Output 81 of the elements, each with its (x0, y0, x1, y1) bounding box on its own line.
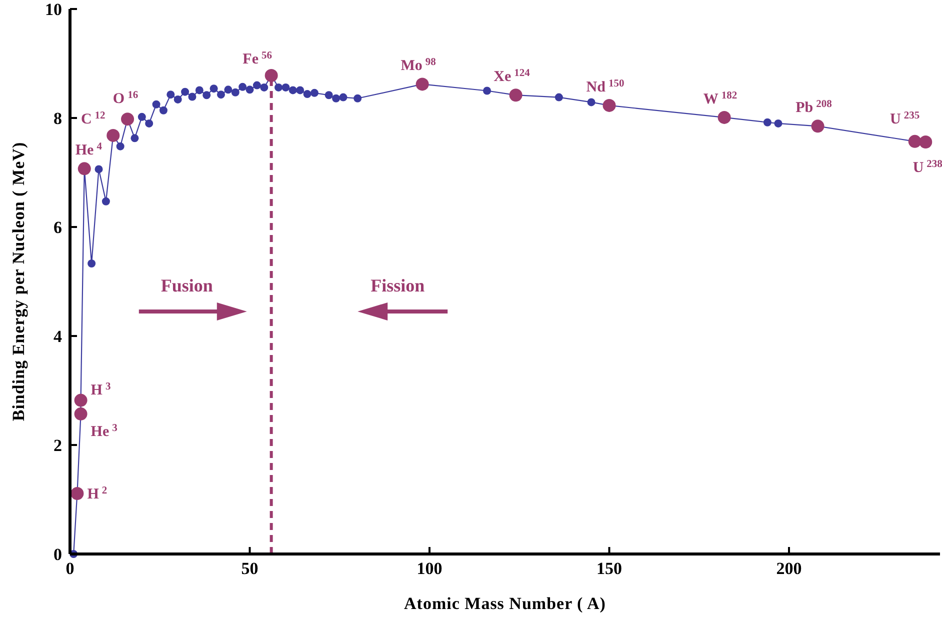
annotation: He$^{3}$ (90, 422, 118, 440)
point (282, 83, 290, 92)
point (718, 110, 731, 124)
x-tick-label: 50 (241, 559, 258, 578)
annotation: O$^{16}$ (112, 90, 138, 108)
x-tick-label: 200 (776, 559, 802, 578)
x-tick-label: 0 (66, 559, 74, 578)
annotation: Xe$^{124}$ (494, 68, 531, 86)
annotation: Nd$^{150}$ (586, 78, 624, 96)
point (310, 88, 318, 97)
annotation: He$^{4}$ (75, 141, 103, 159)
x-tick-label: 150 (596, 559, 622, 578)
annotation: Fe$^{56}$ (242, 50, 272, 68)
point (70, 487, 84, 500)
point (138, 112, 146, 121)
point (231, 88, 240, 96)
point (106, 128, 120, 142)
annotation: Fusion (160, 275, 213, 296)
y-tick-label: 6 (54, 218, 62, 237)
point (210, 84, 218, 93)
point (908, 134, 922, 148)
point (94, 165, 103, 174)
point (303, 90, 312, 98)
point (763, 118, 772, 126)
point (811, 120, 824, 133)
point (224, 86, 232, 94)
annotation: Pb$^{208}$ (796, 98, 832, 116)
point (202, 91, 211, 100)
point (174, 95, 182, 104)
y-tick-label: 2 (54, 436, 62, 455)
point (587, 98, 596, 106)
point (288, 86, 297, 94)
point (121, 112, 134, 126)
point (216, 90, 225, 99)
point (339, 93, 348, 102)
point (354, 94, 362, 102)
y-tick-label: 0 (54, 545, 62, 564)
point (602, 98, 616, 112)
point (332, 94, 340, 102)
y-tick-label: 10 (45, 0, 62, 19)
annotation: Mo$^{98}$ (400, 56, 436, 74)
point (166, 90, 175, 99)
point (252, 81, 261, 90)
point (919, 135, 932, 148)
point (188, 92, 196, 101)
annotation: H$^{2}$ (87, 485, 108, 503)
point (74, 394, 88, 407)
point (483, 86, 492, 95)
point (159, 106, 168, 114)
point (102, 197, 110, 206)
annotation: Fission (370, 275, 425, 296)
point (509, 88, 522, 102)
point (78, 162, 91, 176)
y-tick-label: 8 (54, 109, 62, 128)
point (145, 119, 154, 128)
point (264, 68, 278, 82)
point (274, 83, 283, 92)
point (88, 260, 96, 268)
point (181, 88, 190, 96)
annotation: W$^{182}$ (703, 90, 738, 108)
point (296, 86, 304, 94)
annotation: U$^{235}$ (890, 110, 920, 128)
point (238, 82, 247, 91)
y-tick-label: 4 (54, 327, 62, 346)
point (324, 91, 333, 100)
point (195, 86, 204, 94)
annotation: C$^{12}$ (80, 110, 106, 128)
point (246, 86, 254, 94)
point (260, 83, 268, 92)
point (74, 407, 88, 420)
annotation: H$^{3}$ (90, 380, 111, 398)
point (774, 119, 782, 128)
point (554, 93, 563, 102)
x-axis-title: Atomic Mass Number ( A) (404, 594, 606, 613)
point (116, 142, 124, 150)
y-axis-title: Binding Energy per Nucleon ( MeV) (9, 142, 28, 422)
point (416, 78, 429, 91)
point (130, 134, 139, 142)
annotation: U$^{238}$ (912, 158, 942, 176)
point (152, 100, 160, 108)
x-tick-label: 100 (416, 559, 442, 578)
